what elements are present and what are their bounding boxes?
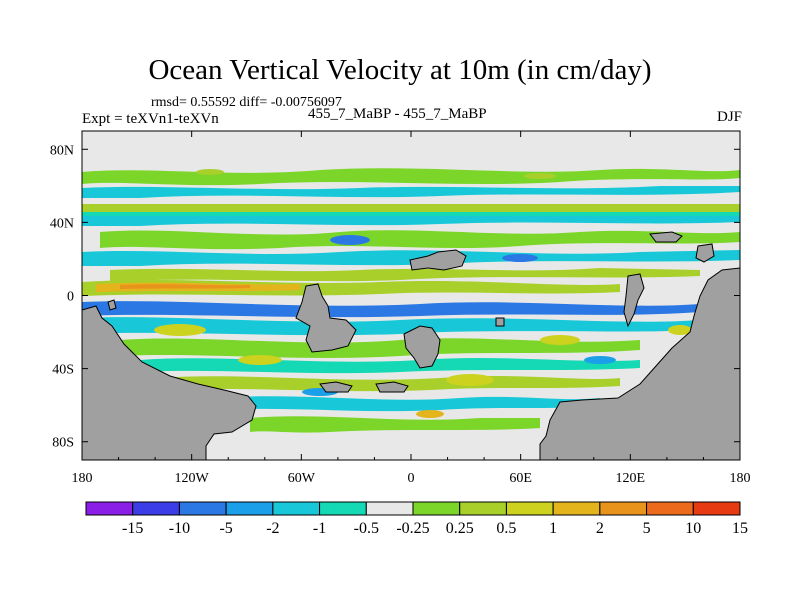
landmass-east: [539, 267, 740, 460]
colorbar-label: -2: [266, 520, 279, 537]
contour-blob: [584, 356, 616, 364]
x-tick-label: 60W: [288, 471, 316, 486]
colorbar-label: 0.5: [496, 520, 516, 537]
contour-blob: [446, 374, 494, 386]
landmass-west: [82, 305, 257, 460]
contour-blob: [196, 169, 224, 175]
y-tick-label: 40S: [52, 363, 74, 378]
colorbar-swatch: [272, 501, 321, 516]
island: [623, 273, 645, 328]
contour-band: [82, 212, 740, 216]
colorbar-swatch: [459, 501, 507, 516]
experiment-label: Expt = teXVn1-teXVn: [82, 111, 219, 127]
colorbar: -15 -10 -5 -2 -1 -0.5 -0.25 0.25 0.5 1 2 5 10 15: [85, 501, 748, 537]
contour-band: [120, 338, 640, 358]
y-tick-label: 0: [67, 290, 74, 305]
contour-band: [82, 186, 740, 198]
contour-band: [82, 250, 740, 266]
contour-band: [220, 396, 600, 412]
x-tick-label: 0: [408, 471, 415, 486]
island: [695, 243, 715, 263]
y-tick-label: 40N: [50, 216, 74, 231]
contour-band: [110, 268, 700, 282]
colorbar-label: 10: [685, 520, 701, 537]
y-tick-label: 80N: [50, 143, 74, 158]
center-label: 455_7_MaBP - 455_7_MaBP: [308, 106, 487, 122]
contour-blob: [330, 235, 370, 245]
chart-title: Ocean Vertical Velocity at 10m (in cm/da…: [148, 54, 652, 86]
season-label: DJF: [716, 109, 742, 125]
colorbar-label: 2: [596, 520, 604, 537]
contour-band: [82, 204, 740, 212]
contour-band: [82, 301, 700, 318]
contour-band: [82, 168, 740, 186]
y-axis: 80N 40N 0 40S 80S: [50, 143, 740, 451]
colorbar-swatch: [178, 501, 227, 516]
contour-blob: [238, 355, 282, 365]
colorbar-label: -0.25: [396, 520, 429, 537]
colorbar-label: 0.25: [446, 520, 474, 537]
island: [409, 249, 467, 271]
colorbar-swatch: [319, 501, 367, 516]
island: [495, 317, 505, 327]
colorbar-label: 5: [643, 520, 651, 537]
contour-blob: [502, 254, 538, 262]
colorbar-swatch: [365, 501, 414, 516]
colorbar-label: -15: [122, 520, 143, 537]
colorbar-swatch: [412, 501, 461, 516]
contour-band: [120, 284, 250, 289]
contour-band: [82, 216, 740, 226]
colorbar-label: -1: [313, 520, 326, 537]
island: [375, 381, 409, 393]
stats-label: rmsd= 0.55592 diff= -0.00756097: [151, 95, 342, 110]
x-tick-label: 120W: [175, 471, 210, 486]
contour-blob: [524, 173, 556, 179]
colorbar-swatch: [646, 501, 694, 516]
colorbar-label: -0.5: [354, 520, 379, 537]
colorbar-swatch: [225, 501, 274, 516]
contour-blob: [668, 325, 692, 335]
contour-band: [100, 230, 740, 250]
contour-band: [250, 416, 540, 433]
island: [403, 325, 441, 369]
contour-blob: [154, 324, 206, 336]
colorbar-swatch: [599, 501, 648, 516]
island: [319, 381, 353, 393]
colorbar-swatch: [505, 501, 554, 516]
contour-blob: [540, 335, 580, 345]
colorbar-swatch: [692, 501, 741, 516]
colorbar-swatch: [85, 501, 134, 516]
island: [649, 231, 683, 243]
colorbar-label: -10: [169, 520, 190, 537]
x-tick-label: 180: [72, 471, 93, 486]
velocity-field: [82, 168, 740, 460]
colorbar-label: 15: [732, 520, 748, 537]
contour-blob: [416, 410, 444, 418]
contour-band: [82, 317, 700, 336]
colorbar-swatch: [552, 501, 601, 516]
colorbar-label: -5: [219, 520, 232, 537]
x-tick-label: 120E: [616, 471, 646, 486]
island: [107, 299, 117, 311]
colorbar-label: 1: [549, 520, 557, 537]
x-tick-label: 180: [730, 471, 751, 486]
y-tick-label: 80S: [52, 436, 74, 451]
x-axis: 180 120W 60W 0 60E 120E 180: [72, 131, 751, 486]
island: [295, 283, 357, 353]
x-tick-label: 60E: [509, 471, 532, 486]
colorbar-swatch: [132, 501, 180, 516]
